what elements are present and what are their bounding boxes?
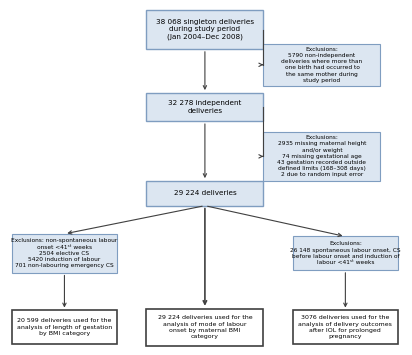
FancyBboxPatch shape (146, 309, 263, 346)
FancyBboxPatch shape (12, 234, 117, 273)
FancyBboxPatch shape (146, 181, 263, 206)
FancyBboxPatch shape (293, 236, 398, 270)
FancyBboxPatch shape (263, 44, 381, 86)
Text: Exclusions:
26 148 spontaneous labour onset, CS
before labour onset and inductio: Exclusions: 26 148 spontaneous labour on… (290, 241, 401, 265)
Text: 32 278 independent
deliveries: 32 278 independent deliveries (168, 100, 241, 114)
Text: Exclusions:
5790 non-independent
deliveries where more than
one birth had occurr: Exclusions: 5790 non-independent deliver… (281, 47, 363, 83)
Text: 29 224 deliveries used for the
analysis of mode of labour
onset by maternal BMI
: 29 224 deliveries used for the analysis … (158, 315, 252, 339)
Text: 3076 deliveries used for the
analysis of delivery outcomes
after IOL for prolong: 3076 deliveries used for the analysis of… (298, 315, 392, 339)
FancyBboxPatch shape (12, 311, 117, 344)
FancyBboxPatch shape (293, 311, 398, 344)
FancyBboxPatch shape (263, 132, 381, 181)
FancyBboxPatch shape (146, 10, 263, 49)
Text: 38 068 singleton deliveries
during study period
(Jan 2004–Dec 2008): 38 068 singleton deliveries during study… (156, 19, 254, 40)
Text: 29 224 deliveries: 29 224 deliveries (173, 190, 236, 196)
FancyBboxPatch shape (146, 93, 263, 121)
Text: Exclusions:
2935 missing maternal height
and/or weight
74 missing gestational ag: Exclusions: 2935 missing maternal height… (277, 135, 366, 178)
Text: Exclusions: non-spontaneous labour
onset <41ˢᵗ weeks
2504 elective CS
5420 induc: Exclusions: non-spontaneous labour onset… (11, 238, 117, 268)
Text: 20 599 deliveries used for the
analysis of length of gestation
by BMI category: 20 599 deliveries used for the analysis … (17, 318, 112, 336)
